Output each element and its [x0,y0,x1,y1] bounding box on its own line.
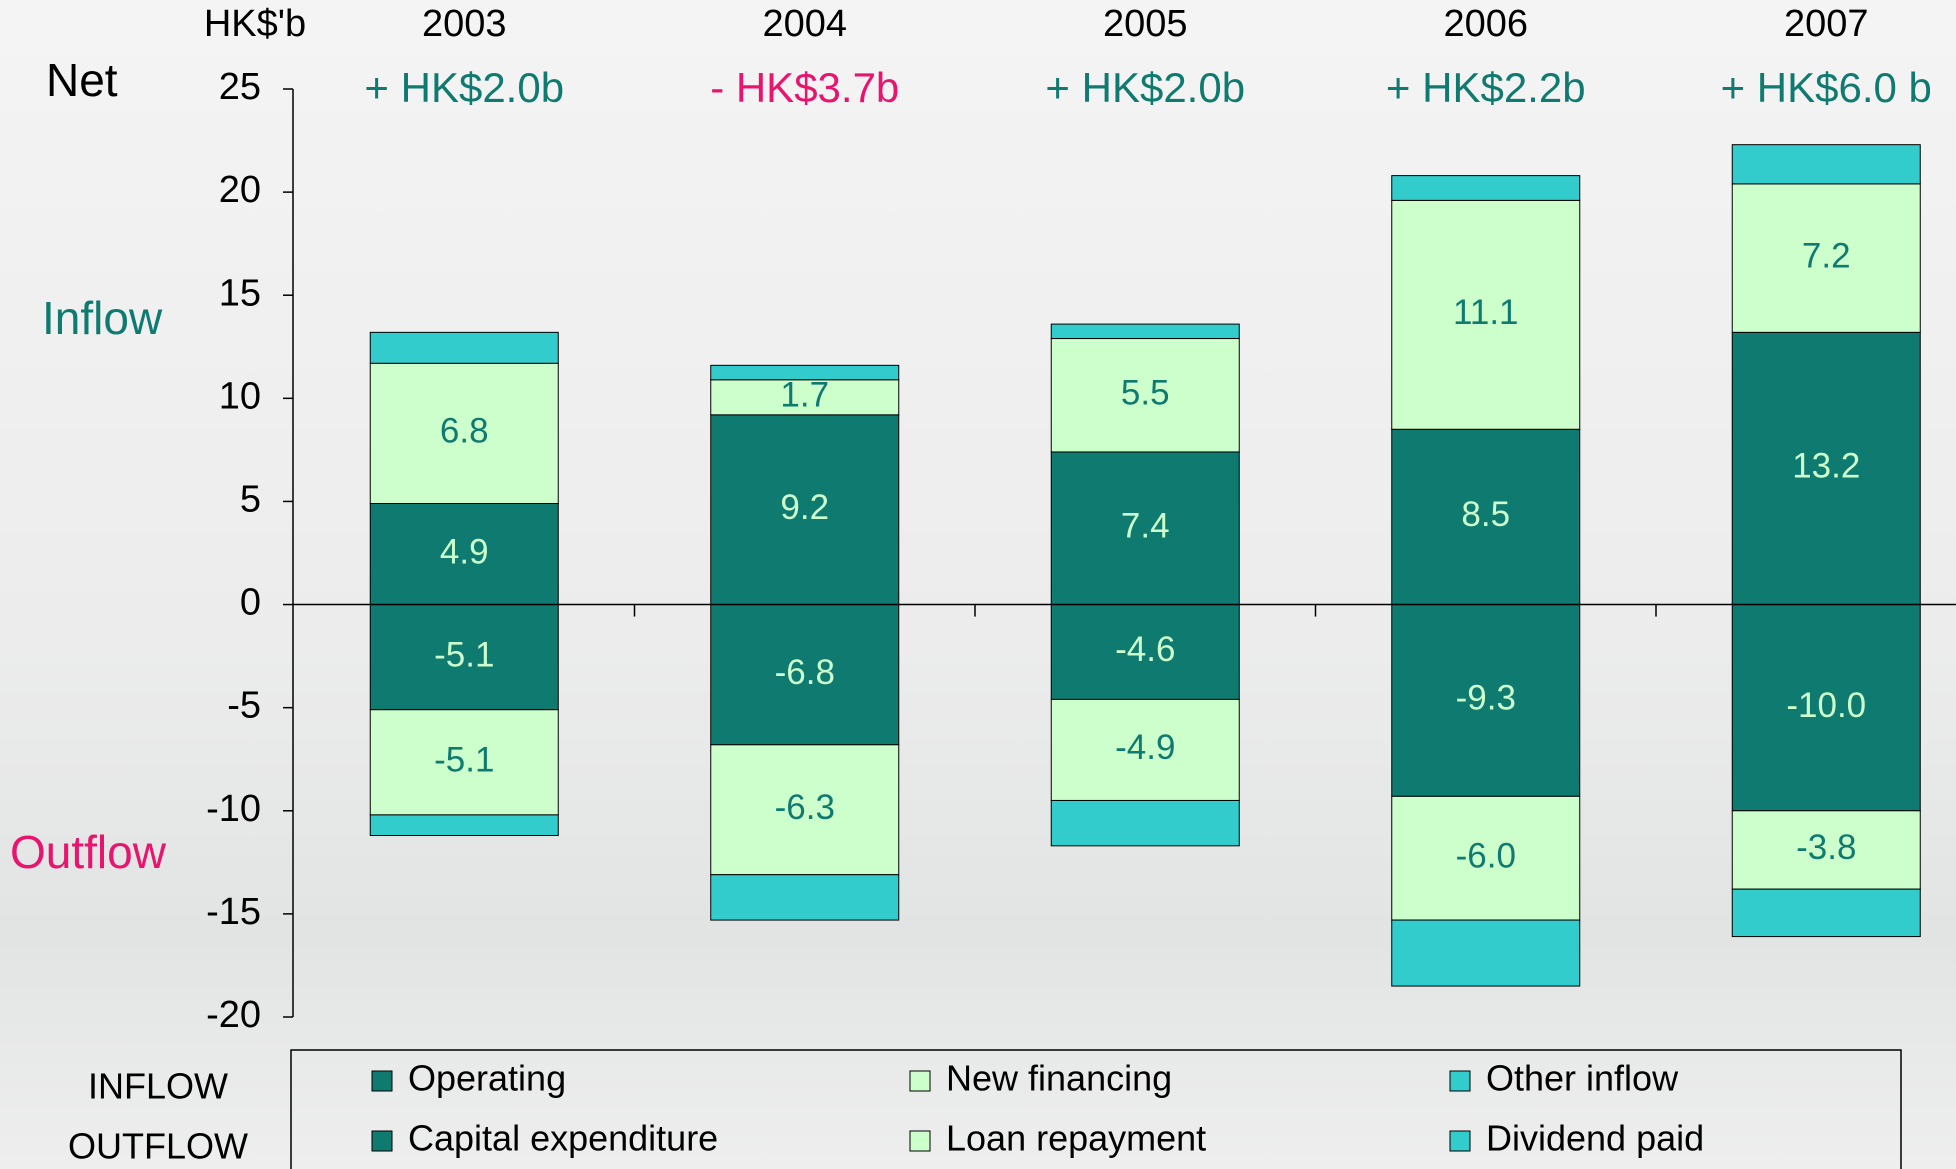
bar-segment [1392,920,1580,986]
y-tick-label: 20 [219,169,261,211]
bar-segment [1051,800,1239,845]
value-label: 5.5 [1121,373,1170,412]
legend-label: New financing [946,1058,1172,1099]
legend-swatch [1450,1071,1470,1091]
outflow-title: Outflow [10,826,167,878]
x-tick-label: 2004 [762,3,847,45]
y-tick-label: -10 [206,788,261,830]
bar-segment [1732,889,1920,936]
net-label: + HK$2.0b [364,64,564,111]
y-tick-label: -20 [206,994,261,1036]
legend-swatch [372,1071,392,1091]
bar-segment [370,332,558,363]
legend-label: Capital expenditure [408,1118,718,1159]
value-label: -5.1 [434,635,494,674]
value-label: -5.1 [434,741,494,780]
x-tick-label: 2005 [1103,3,1188,45]
value-label: 6.8 [440,412,489,451]
legend-row-label: INFLOW [88,1066,228,1107]
value-label: -6.3 [775,788,835,827]
value-label: -4.6 [1115,630,1175,669]
x-tick-label: 2006 [1443,3,1528,45]
net-title: Net [46,54,118,106]
value-label: -6.0 [1456,836,1516,875]
chart: HK$'b Net Inflow Outflow -20 -15 -10 -5 0 5 10… [0,0,1956,1169]
value-label: 8.5 [1461,495,1510,534]
net-label: + HK$2.2b [1386,64,1586,111]
inflow-title: Inflow [42,292,163,344]
value-label: -9.3 [1456,679,1516,718]
bar-segment [711,875,899,920]
net-label: + HK$6.0 b [1721,64,1932,111]
value-label: 7.4 [1121,507,1170,546]
y-tick-label: 25 [219,66,261,108]
value-label: 11.1 [1453,293,1519,332]
legend-swatch [372,1131,392,1151]
value-label: 7.2 [1802,236,1851,275]
net-label: - HK$3.7b [710,64,899,111]
value-label: -6.8 [775,653,835,692]
y-tick-label: 10 [219,375,261,417]
value-label: 13.2 [1792,447,1860,486]
y-tick-label: 5 [240,478,261,520]
value-label: 1.7 [780,376,829,415]
bar-segment [1732,145,1920,184]
legend-label: Operating [408,1058,566,1099]
bar-segment [370,815,558,836]
bar-segment [711,365,899,379]
legend-label: Dividend paid [1486,1118,1704,1159]
x-tick-label: 2003 [422,3,507,45]
value-label: -3.8 [1796,828,1856,867]
value-label: -4.9 [1115,728,1175,767]
bar-segment [1392,176,1580,201]
x-tick-label: 2007 [1784,3,1869,45]
legend-swatch [1450,1131,1470,1151]
y-tick-label: -15 [206,891,261,933]
y-tick-label: 0 [240,582,261,624]
value-label: 4.9 [440,532,489,571]
legend-label: Loan repayment [946,1118,1206,1159]
bar-segment [1051,324,1239,338]
unit-label: HK$'b [204,3,306,45]
value-label: -10.0 [1786,686,1866,725]
legend-row-label: OUTFLOW [68,1126,248,1167]
legend-label: Other inflow [1486,1058,1679,1099]
legend-swatch [910,1131,930,1151]
legend-swatch [910,1071,930,1091]
value-label: 9.2 [780,488,829,527]
y-tick-label: -5 [227,685,261,727]
net-label: + HK$2.0b [1045,64,1245,111]
y-tick-label: 15 [219,272,261,314]
